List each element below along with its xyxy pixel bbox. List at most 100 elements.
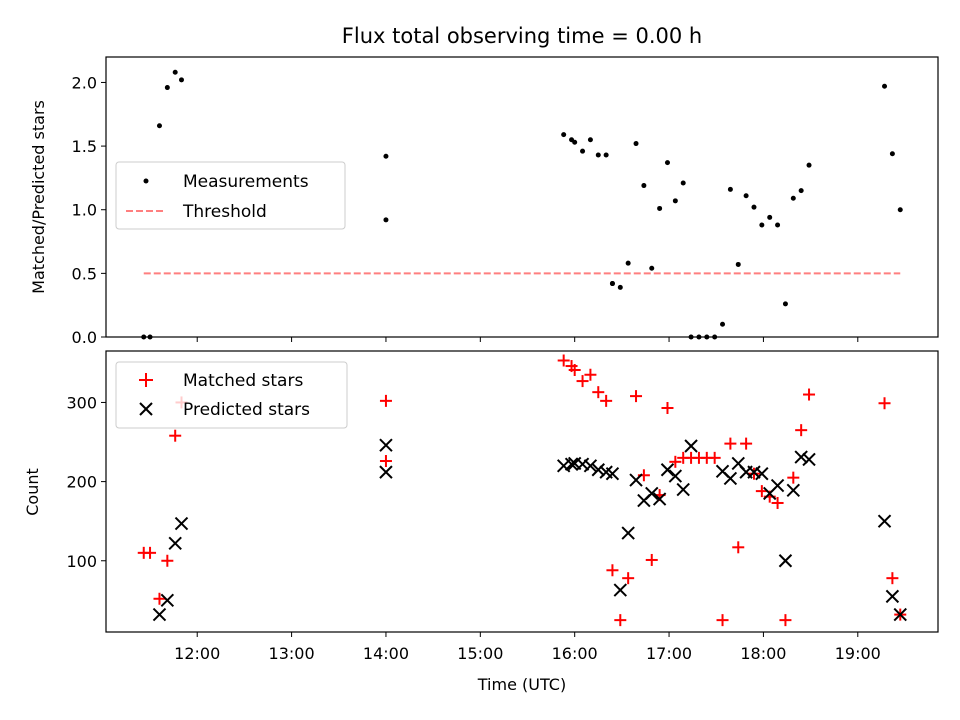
- measurement-point: [790, 195, 796, 201]
- matched-star-point: [379, 394, 392, 407]
- legend-matched-label: Matched stars: [183, 371, 303, 391]
- predicted-star-point: [556, 459, 571, 473]
- measurement-point: [561, 132, 567, 138]
- predicted-star-point: [152, 607, 167, 622]
- count-ytick-label: 300: [66, 393, 97, 412]
- count-ytick-label: 200: [66, 473, 97, 492]
- predicted-star-point: [605, 466, 620, 481]
- legend-predicted-label: Predicted stars: [183, 400, 310, 420]
- measurement-point: [664, 160, 670, 166]
- measurement-point: [383, 153, 389, 159]
- measurement-point: [767, 214, 773, 220]
- ratio-panel: 0.00.51.01.52.0 Matched/Predicted stars …: [29, 56, 939, 347]
- predicted-star-point: [379, 438, 393, 452]
- measurement-point: [889, 151, 895, 157]
- count-ylabel: Count: [23, 468, 42, 516]
- matched-star-point: [592, 386, 605, 399]
- count-axes-frame: [105, 350, 939, 633]
- matched-star-point: [557, 354, 570, 367]
- measurement-point: [806, 162, 812, 168]
- predicted-star-point: [629, 473, 643, 487]
- measurement-point: [743, 193, 749, 199]
- measurement-point: [609, 281, 615, 287]
- measurement-point: [641, 183, 647, 189]
- matched-star-point: [161, 554, 174, 567]
- measurement-point: [178, 77, 184, 83]
- measurement-point: [156, 123, 162, 129]
- matched-star-point: [755, 485, 768, 498]
- count-xtick-label: 17:00: [646, 644, 692, 663]
- matched-star-point: [614, 614, 627, 627]
- count-ytick-label: 100: [66, 552, 97, 571]
- matched-star-point: [645, 553, 658, 566]
- matched-star-point: [886, 572, 899, 585]
- measurement-point: [603, 152, 609, 158]
- matched-star-point: [630, 390, 643, 403]
- count-xtick-label: 12:00: [174, 644, 220, 663]
- predicted-star-point: [583, 459, 598, 473]
- ratio-axes-frame: [105, 56, 939, 338]
- predicted-star-point: [168, 536, 182, 551]
- matched-star-point: [878, 397, 891, 410]
- legend-predicted-marker: [139, 402, 153, 416]
- predicted-star-point: [684, 439, 698, 453]
- predicted-star-point: [591, 463, 605, 477]
- matched-star-point: [716, 614, 729, 627]
- measurement-point: [649, 265, 655, 271]
- measurement-point: [759, 222, 765, 228]
- matched-star-point: [795, 424, 808, 437]
- count-xtick-label: 19:00: [835, 644, 881, 663]
- count-xtick-label: 16:00: [552, 644, 598, 663]
- measurement-point: [720, 321, 726, 327]
- measurement-point: [172, 69, 178, 75]
- measurement-point: [580, 148, 586, 154]
- predicted-star-point: [794, 450, 808, 464]
- predicted-star-point: [379, 465, 393, 479]
- count-xtick-label: 14:00: [363, 644, 409, 663]
- matched-star-point: [747, 467, 760, 480]
- measurement-point: [625, 260, 631, 266]
- legend-matched-marker: [139, 373, 153, 387]
- measurement-point: [595, 152, 601, 158]
- measurement-point: [798, 188, 804, 194]
- predicted-star-point: [885, 589, 900, 604]
- matched-star-point: [740, 437, 753, 450]
- predicted-star-point: [645, 486, 659, 501]
- legend-measurements-label: Measurements: [183, 172, 309, 192]
- matched-star-point: [600, 394, 613, 407]
- ratio-ytick-label: 0.5: [72, 264, 97, 283]
- measurement-point: [572, 139, 578, 145]
- measurement-point: [882, 83, 888, 89]
- predicted-star-point: [755, 466, 769, 481]
- matched-star-point: [153, 592, 166, 605]
- legend-measurements-marker: [143, 178, 149, 184]
- matched-star-point: [144, 546, 157, 559]
- matched-star-point: [169, 429, 182, 442]
- predicted-star-point: [575, 457, 590, 471]
- predicted-star-point: [802, 452, 816, 467]
- ratio-ytick-label: 0.0: [72, 328, 97, 347]
- measurement-point: [680, 180, 686, 186]
- predicted-star-point: [668, 469, 683, 483]
- ratio-ytick-label: 1.5: [72, 137, 97, 156]
- ratio-ytick-label: 2.0: [72, 73, 97, 92]
- matched-star-point: [771, 496, 784, 509]
- matched-star-point: [787, 471, 800, 484]
- measurement-point: [727, 186, 733, 192]
- predicted-star-point: [564, 457, 579, 471]
- measurement-point: [735, 261, 741, 267]
- ratio-ylabel: Matched/Predicted stars: [29, 100, 48, 294]
- chart-title: Flux total observing time = 0.00 h: [342, 24, 702, 48]
- measurement-point: [751, 204, 757, 210]
- predicted-star-point: [770, 478, 785, 493]
- xlabel: Time (UTC): [477, 675, 566, 694]
- ratio-legend: Measurements Threshold: [115, 161, 346, 230]
- count-legend: Matched stars Predicted stars: [115, 361, 348, 429]
- ratio-ytick-label: 1.0: [72, 201, 97, 220]
- predicted-star-point: [621, 526, 635, 540]
- predicted-star-point: [747, 465, 761, 479]
- measurement-point: [897, 207, 903, 213]
- matched-star-point: [622, 572, 635, 585]
- measurement-point: [617, 284, 623, 290]
